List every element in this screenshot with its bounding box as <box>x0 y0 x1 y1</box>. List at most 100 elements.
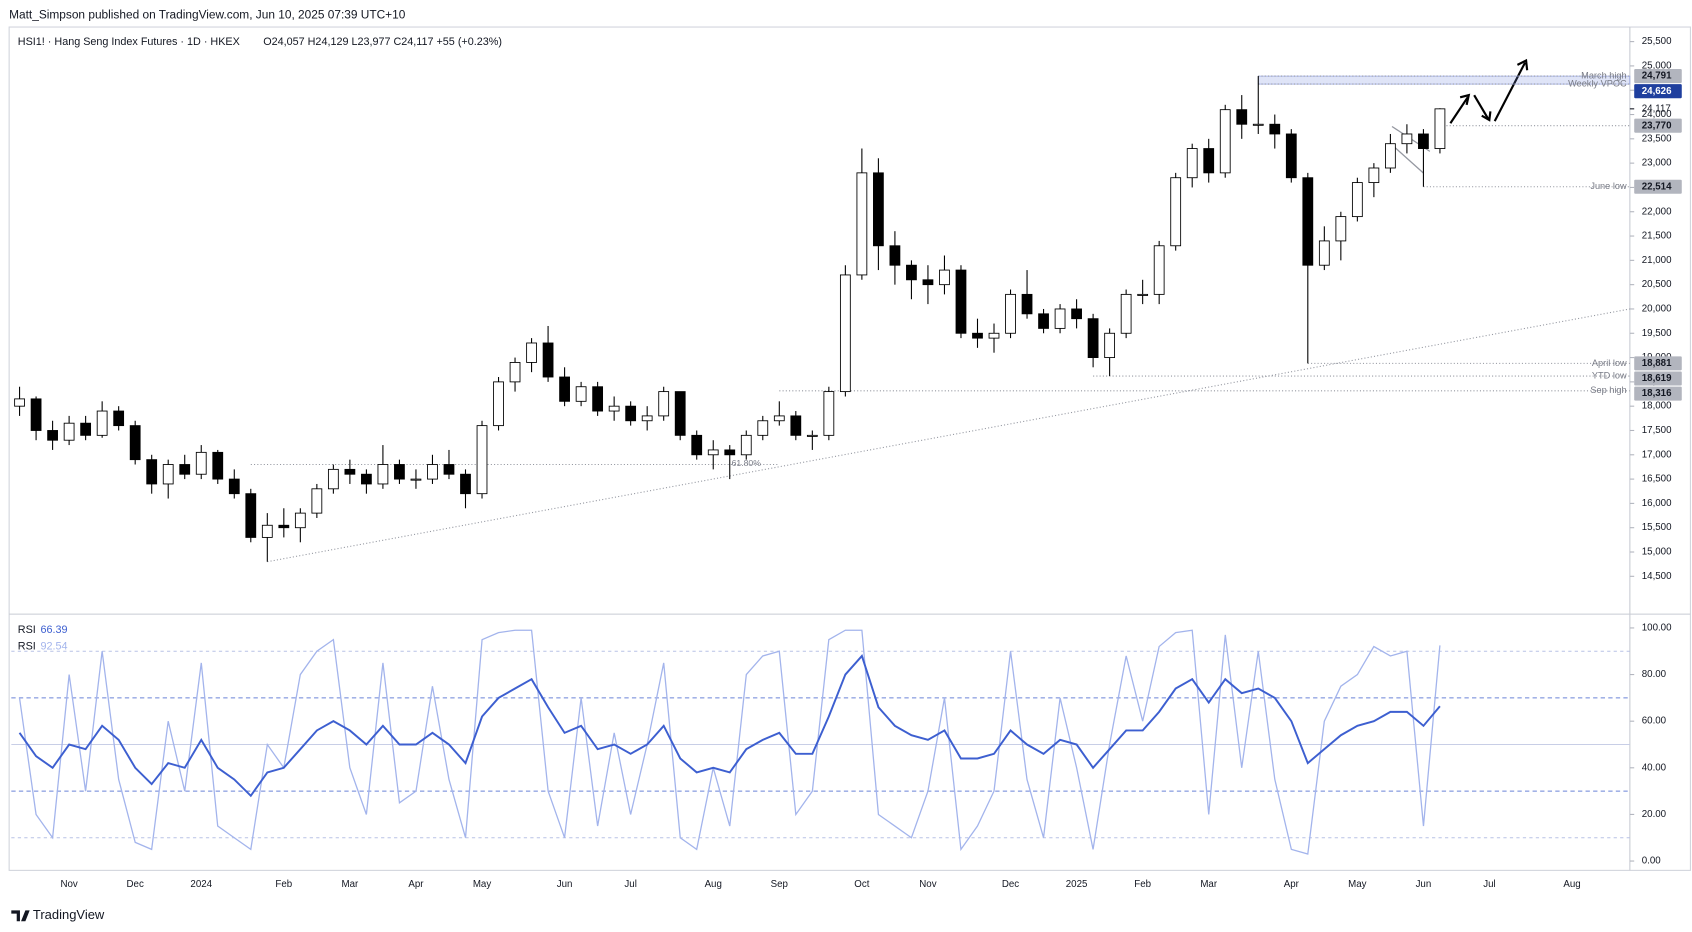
legend-value: 66.39 <box>41 624 68 636</box>
brand-name: TradingView <box>33 907 105 922</box>
y-tick-label: 100.00 <box>1642 623 1672 634</box>
candle-body <box>377 464 389 485</box>
candle-body <box>1203 148 1215 174</box>
y-tick-label: 21,500 <box>1642 231 1672 242</box>
candle-body <box>1318 240 1330 266</box>
price-tag <box>1634 179 1682 194</box>
candle-body <box>361 473 372 485</box>
price-tag <box>1634 371 1682 386</box>
candle-body <box>228 478 240 495</box>
candle-body <box>608 405 620 412</box>
candle-body <box>427 464 438 480</box>
candle-body <box>443 464 455 475</box>
candle-body <box>1087 318 1099 359</box>
price-tag <box>1634 84 1682 99</box>
candle-body <box>939 269 950 286</box>
x-tick-label: Feb <box>1134 879 1151 890</box>
level-label: April low <box>1592 358 1627 368</box>
y-tick-label: 25,500 <box>1642 36 1672 47</box>
candle-body <box>889 245 901 266</box>
candle-body <box>278 524 290 529</box>
candle-body <box>327 468 339 490</box>
y-tick-label: 60.00 <box>1642 716 1667 727</box>
candle-body <box>30 398 42 431</box>
candle-body <box>1186 148 1198 179</box>
candle-body <box>674 391 686 436</box>
candle-body <box>63 422 75 441</box>
price-tag-label: 18,316 <box>1642 388 1672 399</box>
candle-body <box>575 386 587 402</box>
x-tick-label: Jun <box>557 879 573 890</box>
x-tick-label: 2025 <box>1066 879 1088 890</box>
candle-body <box>410 478 422 481</box>
candle-body <box>129 425 141 461</box>
x-tick-label: May <box>473 879 492 890</box>
candle-body <box>96 410 108 436</box>
y-tick-label: 14,500 <box>1642 571 1672 582</box>
candle-body <box>14 398 25 407</box>
candle-body <box>1418 133 1429 149</box>
candle-body <box>294 512 306 529</box>
x-tick-label: Mar <box>1200 879 1218 890</box>
candles <box>14 76 1446 562</box>
ohlc-quote: O24,057 H24,129 L23,977 C24,117 +55 (+0.… <box>263 36 502 48</box>
candle-body <box>113 410 125 427</box>
rsi-line <box>18 654 1441 798</box>
x-tick-label: Nov <box>60 879 77 890</box>
candle-body <box>47 430 58 441</box>
x-tick-label: Aug <box>705 879 722 890</box>
candle-body <box>873 172 884 247</box>
y-tick-label: 20,000 <box>1642 304 1672 315</box>
fib-label: 61.80% <box>732 458 762 468</box>
candle-body <box>80 422 92 436</box>
y-tick-label: 21,000 <box>1642 255 1672 266</box>
x-tick-label: Jul <box>624 879 636 890</box>
candle-body <box>1137 293 1149 296</box>
x-tick-label: May <box>1348 879 1367 890</box>
projection-arrows <box>1449 58 1529 124</box>
level-label: Sep high <box>1590 385 1626 395</box>
x-tick-label: Jul <box>1483 879 1495 890</box>
candle-body <box>1071 308 1082 320</box>
price-tag-label: 18,619 <box>1642 373 1672 384</box>
y-tick-label: 15,500 <box>1642 522 1672 533</box>
x-tick-label: Apr <box>408 879 424 890</box>
candle-body <box>823 391 835 436</box>
y-tick-label: 22,000 <box>1642 206 1672 217</box>
candle-body <box>245 493 257 538</box>
y-tick-label: 18,000 <box>1642 401 1672 412</box>
candle-body <box>1269 123 1281 135</box>
brand: TradingView <box>11 907 105 922</box>
brand-logo <box>11 910 30 922</box>
candle-body <box>1285 133 1297 179</box>
candle-body <box>394 464 405 480</box>
price-tag-label: 18,881 <box>1642 358 1672 369</box>
level-label: March high <box>1581 70 1626 80</box>
candle-body <box>1302 177 1314 266</box>
candle-body <box>1038 313 1049 329</box>
candle-body <box>1120 293 1132 334</box>
candle-body <box>988 332 1000 339</box>
candle-body <box>1021 293 1033 315</box>
candle-body <box>707 449 719 456</box>
y-tick-label: 17,500 <box>1642 425 1672 436</box>
y-tick-label: 24,000 <box>1642 109 1672 120</box>
candle-body <box>162 464 174 485</box>
candle-body <box>493 381 504 427</box>
candle-body <box>1401 133 1413 145</box>
candle-body <box>1368 167 1380 184</box>
candle-body <box>740 434 752 456</box>
trendline <box>267 308 1630 563</box>
x-tick-label: Sep <box>771 879 788 890</box>
candle-body <box>773 415 785 422</box>
candle-body <box>1385 143 1396 169</box>
candle-body <box>311 488 323 514</box>
candle-body <box>509 361 521 383</box>
candle-body <box>641 415 653 422</box>
candle-body <box>906 264 917 281</box>
y-tick-label: 40.00 <box>1642 762 1667 773</box>
candle-body <box>1170 177 1182 247</box>
candle-body <box>691 434 703 456</box>
